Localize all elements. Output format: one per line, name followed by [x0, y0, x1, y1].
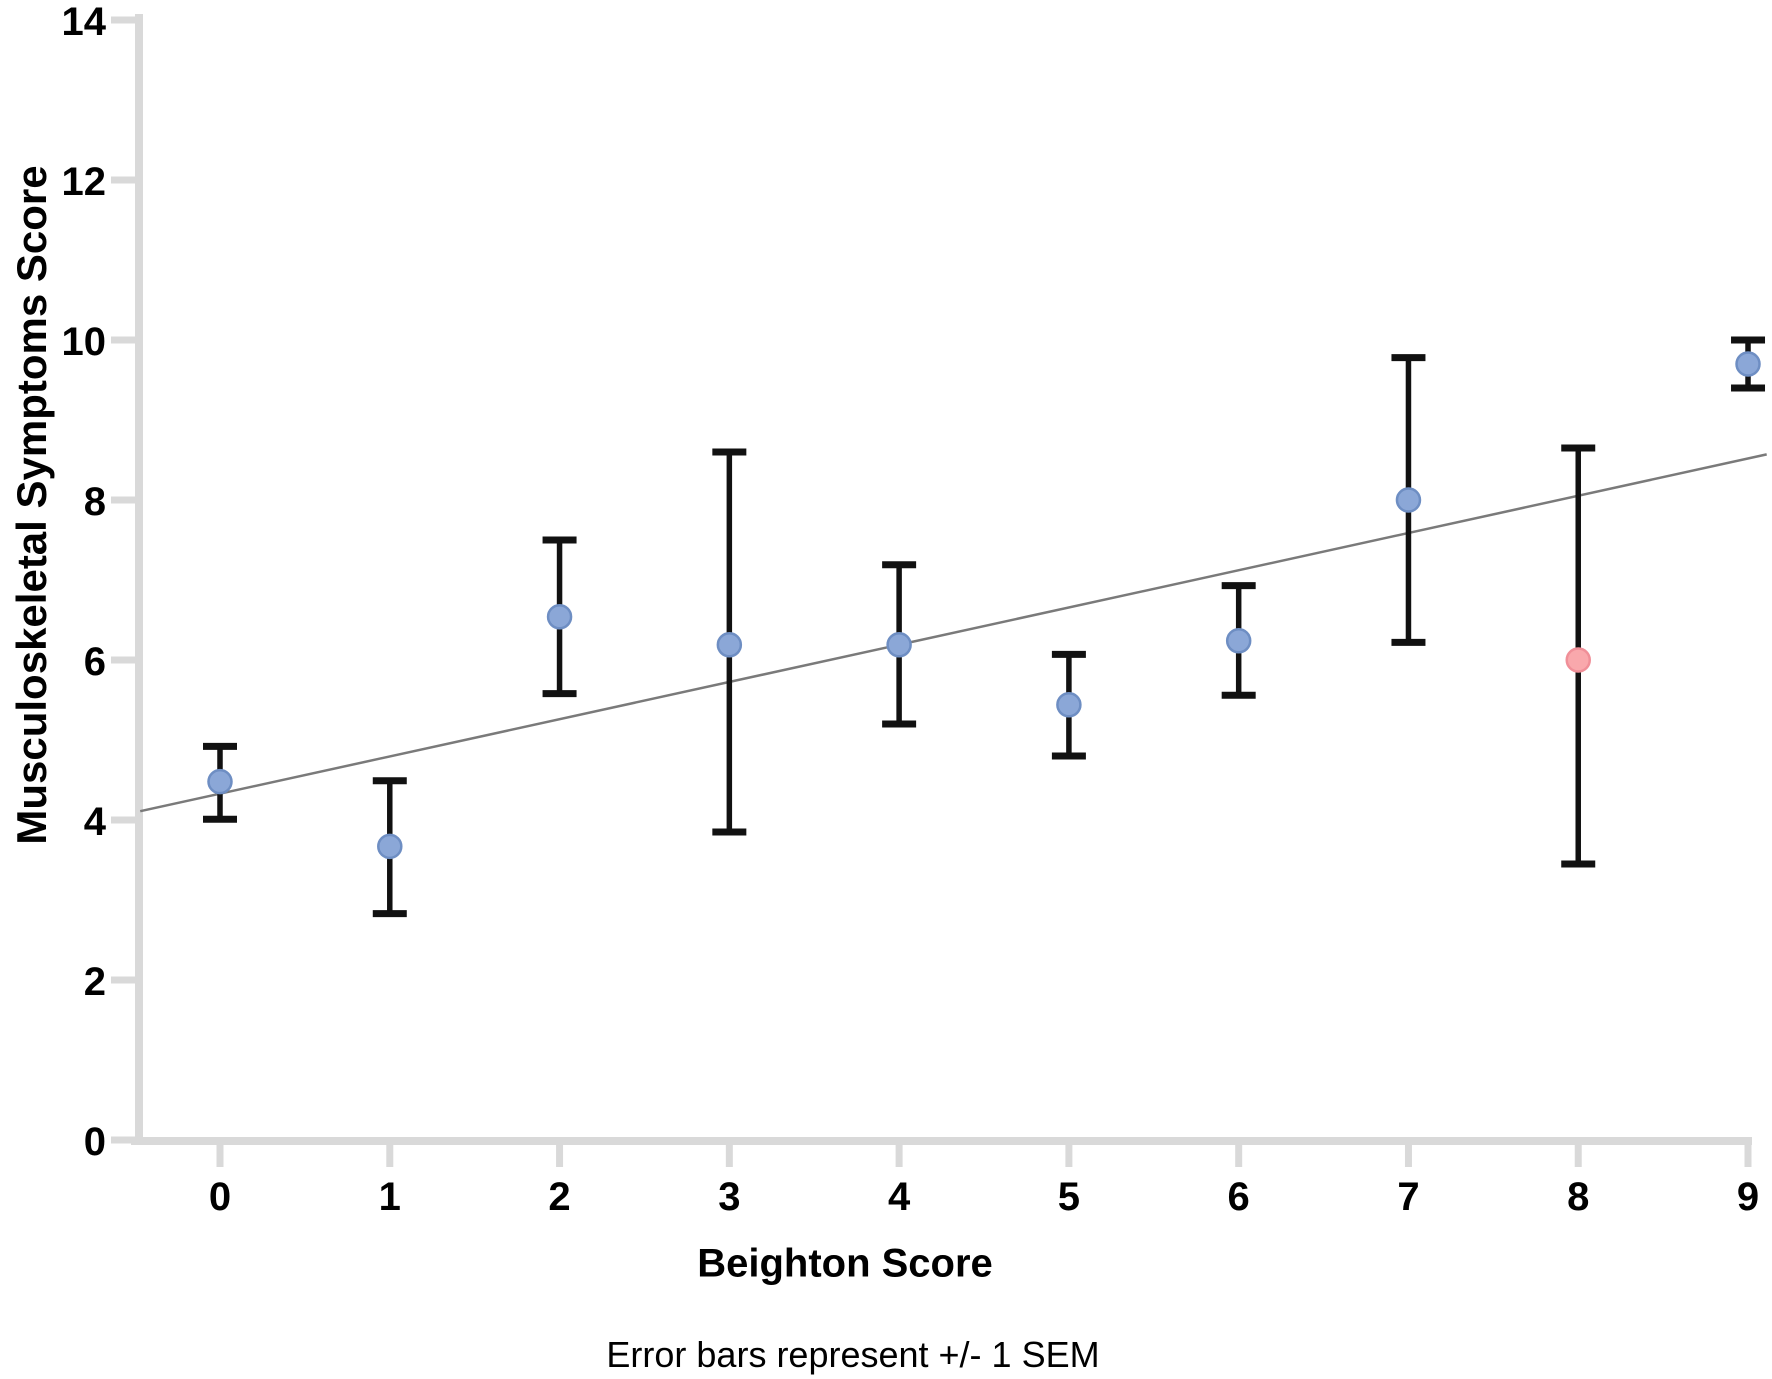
x-tick-label: 4 — [888, 1175, 911, 1219]
data-point-x4 — [886, 632, 912, 658]
x-tick — [1744, 1145, 1752, 1167]
data-point-x1 — [377, 833, 403, 860]
y-tick-label: 14 — [62, 0, 107, 44]
error-bar-caption: Error bars represent +/- 1 SEM — [606, 1334, 1100, 1375]
y-axis-title: Musculoskeletal Symptoms Score — [8, 165, 55, 845]
y-axis-line — [135, 14, 143, 1145]
y-tick — [111, 336, 135, 344]
data-point-x7 — [1395, 487, 1422, 513]
y-tick — [111, 176, 135, 184]
x-tick — [386, 1145, 394, 1167]
x-tick — [1574, 1145, 1582, 1167]
y-tick-label: 2 — [84, 960, 106, 1004]
y-tick — [111, 1136, 135, 1144]
y-tick — [111, 816, 135, 824]
x-tick — [1404, 1145, 1412, 1167]
x-tick — [216, 1145, 224, 1167]
x-axis-line — [131, 1137, 1752, 1145]
x-tick-label: 2 — [548, 1175, 570, 1219]
x-tick-label: 3 — [718, 1175, 740, 1219]
x-axis-title: Beighton Score — [697, 1241, 993, 1286]
x-tick-label: 1 — [379, 1175, 401, 1219]
data-point-x5 — [1056, 692, 1082, 718]
x-tick-label: 9 — [1737, 1175, 1759, 1219]
y-tick — [111, 656, 135, 664]
x-tick-label: 5 — [1058, 1175, 1080, 1219]
trend-line — [139, 453, 1767, 813]
y-tick-label: 0 — [84, 1120, 106, 1164]
y-tick-label: 6 — [84, 640, 106, 684]
x-tick — [1065, 1145, 1073, 1167]
x-tick-label: 8 — [1567, 1175, 1589, 1219]
y-tick-label: 12 — [62, 160, 107, 204]
y-tick — [111, 976, 135, 984]
x-tick — [1235, 1145, 1243, 1167]
x-tick — [556, 1145, 564, 1167]
data-point-x2 — [546, 604, 573, 630]
x-tick — [725, 1145, 733, 1167]
y-tick — [111, 16, 135, 24]
y-tick — [111, 496, 135, 504]
y-tick-label: 8 — [84, 480, 106, 524]
x-tick-label: 0 — [209, 1175, 231, 1219]
x-tick — [895, 1145, 903, 1167]
data-point-x6 — [1225, 628, 1252, 654]
data-point-x9 — [1735, 351, 1761, 377]
data-point-x0 — [207, 768, 233, 795]
y-tick-label: 4 — [84, 800, 107, 844]
x-tick-label: 7 — [1397, 1175, 1419, 1219]
y-tick-label: 10 — [62, 320, 107, 364]
data-point-x3 — [716, 632, 743, 658]
x-tick-label: 6 — [1228, 1175, 1250, 1219]
data-point-x8-highlighted — [1565, 647, 1591, 673]
